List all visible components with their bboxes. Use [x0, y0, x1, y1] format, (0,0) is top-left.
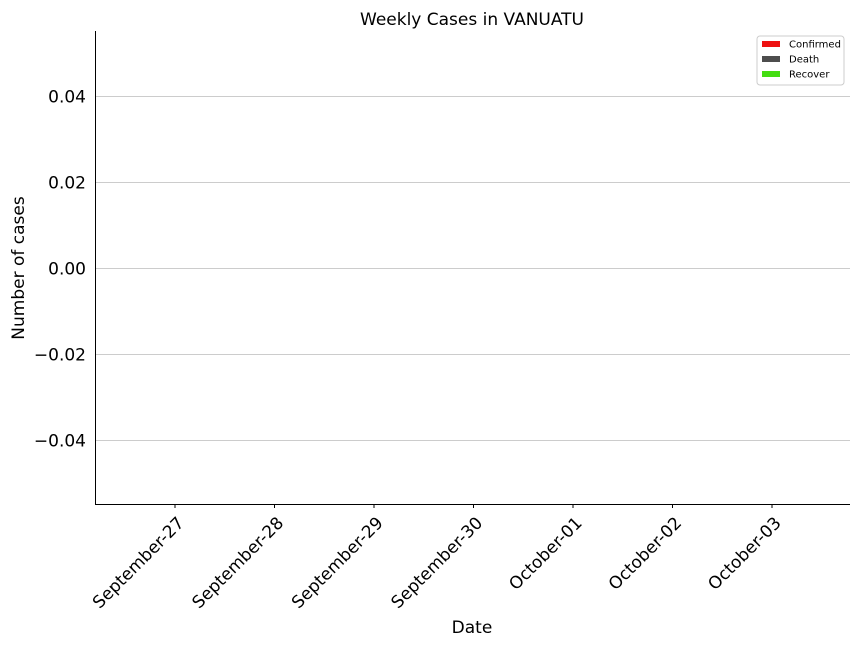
x-axis-ticks: September-27 September-28 September-29 Sept… — [89, 504, 786, 613]
x-tick-label: October-01 — [505, 513, 586, 594]
legend-label-recover: Recover — [789, 70, 830, 81]
y-tick-label: 0.02 — [48, 174, 86, 194]
x-tick-label: October-03 — [704, 513, 785, 594]
y-axis-label: Number of cases — [9, 196, 29, 340]
x-axis-label: Date — [452, 618, 493, 638]
grid-lines — [95, 96, 850, 441]
y-tick-label: −0.02 — [34, 346, 86, 366]
legend-swatch-confirmed — [762, 41, 780, 47]
legend: Confirmed Death Recover — [756, 35, 845, 86]
y-tick-label: 0.04 — [48, 88, 86, 108]
chart-title: Weekly Cases in VANUATU — [360, 10, 584, 30]
legend-label-death: Death — [789, 55, 819, 66]
x-tick-label: September-27 — [89, 513, 188, 612]
legend-label-confirmed: Confirmed — [789, 40, 841, 51]
legend-swatch-death — [762, 56, 780, 62]
y-tick-label: −0.04 — [34, 432, 86, 452]
legend-swatch-recover — [762, 71, 780, 77]
y-tick-label: 0.00 — [48, 260, 86, 280]
y-axis-ticks: 0.04 0.02 0.00 −0.02 −0.04 — [34, 88, 86, 452]
x-tick-label: September-29 — [288, 513, 387, 612]
x-tick-label: September-30 — [388, 513, 487, 612]
x-tick-label: September-28 — [189, 513, 288, 612]
x-tick-label: October-02 — [605, 513, 686, 594]
